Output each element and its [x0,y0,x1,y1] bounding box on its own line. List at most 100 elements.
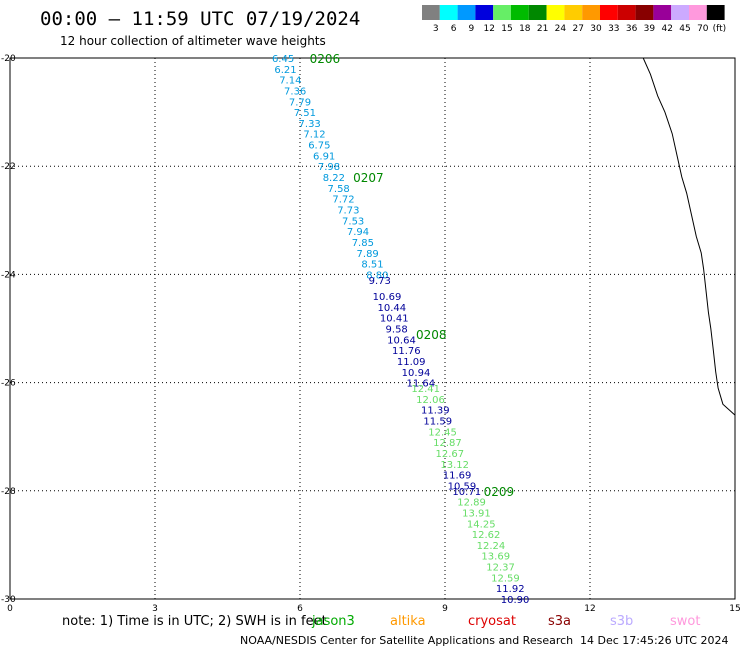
legend-label: 15 [501,24,512,34]
wave-height-value: 10.69 [373,292,402,303]
legend-label: 18 [519,24,531,34]
wave-height-value: 12.41 [411,384,440,395]
time-marker: 0206 [310,52,341,66]
wave-height-value: 10.90 [501,595,530,606]
wave-height-value: 7.73 [337,205,359,216]
x-tick-label: 0 [7,604,13,614]
wave-height-value: 7.79 [289,97,311,108]
x-tick-label: 3 [152,604,158,614]
legend-label: 9 [469,24,475,34]
wave-height-value: 10.94 [402,368,431,379]
legend-label: 33 [608,24,619,34]
mission-label: swot [670,614,700,629]
wave-height-value: 13.69 [481,552,510,563]
legend-swatch [457,5,476,20]
wave-height-value: 7.98 [318,162,340,173]
mission-label: altika [390,614,426,629]
y-tick-label: -26 [1,379,16,389]
wave-height-value: 10.64 [387,335,416,346]
legend-label: 39 [644,24,656,34]
coastline [642,57,736,416]
legend-swatch [600,5,618,20]
wave-height-value: 10.59 [448,481,477,492]
legend-swatch [617,5,636,20]
wave-height-value: 11.09 [397,357,426,368]
mission-label: s3b [610,614,633,629]
y-tick-label: -20 [1,54,16,64]
legend-swatch [511,5,529,20]
legend-swatch [493,5,511,20]
legend-label: 12 [483,24,494,34]
y-tick-label: -24 [1,270,16,280]
legend-label: 70 [697,24,709,34]
wave-height-value: 11.39 [421,406,450,417]
legend-swatch [475,5,494,20]
credit-text: NOAA/NESDIS Center for Satellite Applica… [240,634,573,647]
wave-height-value: 12.67 [436,449,465,460]
wave-height-value: 10.41 [380,314,409,325]
legend-swatch [546,5,565,20]
legend-swatch [439,5,458,20]
wave-height-value: 9.58 [386,325,408,336]
wave-height-value: 11.76 [392,346,421,357]
x-tick-label: 15 [729,604,740,614]
axis-tick-labels: 0 3 6 9 12 15 -20 -22 -24 -26 -28 -30 [1,54,740,614]
wave-height-value: 13.12 [440,460,469,471]
wave-height-value: 12.45 [428,427,457,438]
wave-height-value: 7.53 [342,216,364,227]
legend-swatch [582,5,600,20]
wave-height-value: 7.72 [332,195,354,206]
wave-height-value: 11.69 [443,471,472,482]
time-marker: 0207 [353,171,384,185]
footer-note: note: 1) Time is in UTC; 2) SWH is in fe… [62,614,327,629]
x-tick-label: 9 [442,604,448,614]
wave-height-value: 7.12 [303,130,325,141]
legend-swatch [564,5,583,20]
wave-height-value: 14.25 [467,519,496,530]
wave-height-value: 6.21 [274,65,296,76]
grid-lines [9,57,736,600]
legend-swatch [528,5,547,20]
map-subtitle: 12 hour collection of altimeter wave hei… [60,34,326,48]
legend-label: 27 [572,24,583,34]
legend-label: 30 [590,24,602,34]
wave-height-value: 7.51 [294,108,316,119]
legend-swatch [689,5,707,20]
wave-height-value: 8.80 [366,270,388,281]
legend-swatch [635,5,654,20]
wave-height-value: 8.22 [323,173,345,184]
timestamp-text: 14 Dec 17:45:26 UTC 2024 [580,634,728,647]
legend-label: 36 [626,24,638,34]
wave-height-value: 11.64 [407,379,436,390]
wave-height-value: 12.37 [486,563,515,574]
wave-height-value: 12.89 [457,498,486,509]
x-tick-label: 6 [297,604,303,614]
wave-height-value: 6.91 [313,151,335,162]
legend-swatch [706,5,725,20]
wave-height-value: 12.06 [416,395,445,406]
wave-height-value: 13.91 [462,508,491,519]
y-tick-label: -28 [1,487,16,497]
legend-label: 3 [433,24,439,34]
wave-height-value: 7.36 [284,86,306,97]
wave-height-value: 8.51 [361,260,383,271]
legend-label: 6 [451,24,457,34]
mission-label: cryosat [468,614,516,629]
legend-label: 24 [555,24,567,34]
wave-height-value: 7.89 [357,249,379,260]
wave-height-value: 7.94 [347,227,369,238]
wave-height-value: 12.24 [477,541,506,552]
mission-legend: jason3 altika cryosat s3a s3b swot [311,614,700,629]
legend-swatch [671,5,689,20]
x-tick-label: 12 [584,604,595,614]
wave-height-value: 7.14 [279,76,301,87]
wave-height-value: 7.58 [328,184,350,195]
legend-label: 21 [537,24,548,34]
legend-swatch [422,5,440,20]
legend-unit: (ft) [713,24,727,34]
wave-height-value: 12.62 [472,530,501,541]
legend-label: 42 [661,24,672,34]
wave-height-value: 11.92 [496,584,525,595]
legend-label: 45 [679,24,690,34]
wave-height-value: 12.59 [491,573,520,584]
